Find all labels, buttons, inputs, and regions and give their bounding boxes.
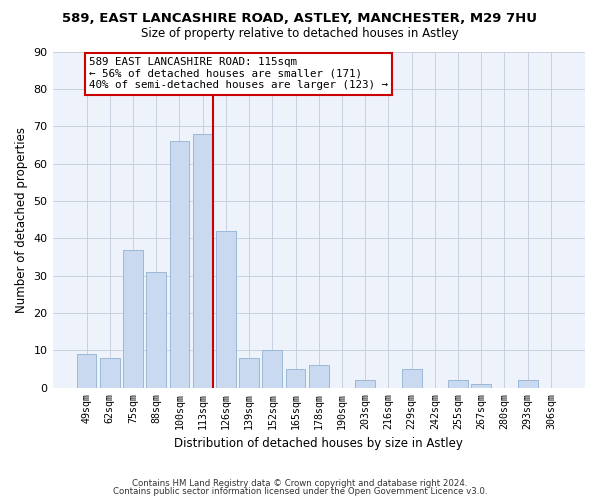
Bar: [518, 380, 538, 388]
Bar: [472, 384, 491, 388]
Text: Contains HM Land Registry data © Crown copyright and database right 2024.: Contains HM Land Registry data © Crown c…: [132, 478, 468, 488]
Y-axis label: Number of detached properties: Number of detached properties: [15, 126, 28, 312]
Bar: [402, 369, 422, 388]
Bar: [239, 358, 259, 388]
Text: Size of property relative to detached houses in Astley: Size of property relative to detached ho…: [141, 28, 459, 40]
Bar: [216, 231, 236, 388]
Bar: [262, 350, 282, 388]
Bar: [193, 134, 212, 388]
Bar: [355, 380, 375, 388]
Text: Contains public sector information licensed under the Open Government Licence v3: Contains public sector information licen…: [113, 487, 487, 496]
Bar: [100, 358, 119, 388]
Bar: [309, 366, 329, 388]
Bar: [146, 272, 166, 388]
Text: 589 EAST LANCASHIRE ROAD: 115sqm
← 56% of detached houses are smaller (171)
40% : 589 EAST LANCASHIRE ROAD: 115sqm ← 56% o…: [89, 57, 388, 90]
Bar: [448, 380, 468, 388]
Bar: [286, 369, 305, 388]
Bar: [123, 250, 143, 388]
Text: 589, EAST LANCASHIRE ROAD, ASTLEY, MANCHESTER, M29 7HU: 589, EAST LANCASHIRE ROAD, ASTLEY, MANCH…: [62, 12, 538, 26]
X-axis label: Distribution of detached houses by size in Astley: Distribution of detached houses by size …: [175, 437, 463, 450]
Bar: [77, 354, 97, 388]
Bar: [170, 141, 190, 388]
